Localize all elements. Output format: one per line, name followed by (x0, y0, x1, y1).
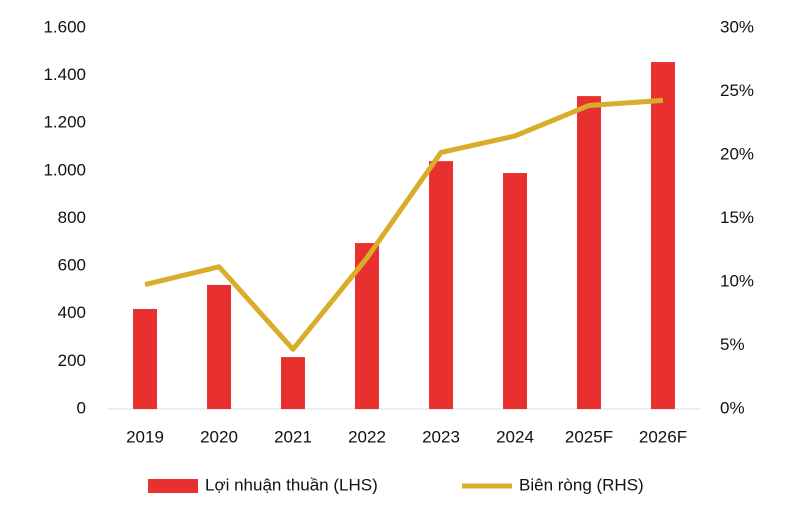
x-tick-label: 2024 (496, 427, 534, 446)
x-tick-label: 2023 (422, 427, 460, 446)
y2-tick-label: 5% (720, 335, 745, 354)
y-tick-label: 800 (58, 208, 86, 227)
x-tick-label: 2026F (639, 427, 687, 446)
bar (503, 173, 527, 409)
bar (281, 357, 305, 409)
y2-tick-label: 20% (720, 144, 754, 163)
y-tick-label: 200 (58, 351, 86, 370)
x-tick-label: 2025F (565, 427, 613, 446)
legend-label: Lợi nhuận thuần (LHS) (205, 475, 378, 494)
y2-tick-label: 0% (720, 398, 745, 417)
legend-label: Biên ròng (RHS) (519, 475, 644, 494)
legend-swatch (148, 479, 198, 493)
bar (651, 62, 675, 409)
x-tick-label: 2021 (274, 427, 312, 446)
line (144, 97, 664, 352)
bar (207, 284, 231, 409)
y-tick-label: 1.400 (43, 65, 86, 84)
y2-tick-label: 30% (720, 17, 754, 36)
y2-tick-label: 25% (720, 81, 754, 100)
y-tick-label: 1.000 (43, 160, 86, 179)
y-tick-label: 1.600 (43, 17, 86, 36)
y2-tick-label: 15% (720, 208, 754, 227)
bar (133, 308, 157, 409)
y-tick-label: 1.200 (43, 113, 86, 132)
x-tick-label: 2020 (200, 427, 238, 446)
bar (429, 161, 453, 409)
y2-tick-label: 10% (720, 271, 754, 290)
x-tick-label: 2019 (126, 427, 164, 446)
y-tick-label: 0 (77, 398, 86, 417)
x-tick-label: 2022 (348, 427, 386, 446)
y-tick-label: 600 (58, 256, 86, 275)
y-tick-label: 400 (58, 303, 86, 322)
bar (577, 96, 601, 409)
